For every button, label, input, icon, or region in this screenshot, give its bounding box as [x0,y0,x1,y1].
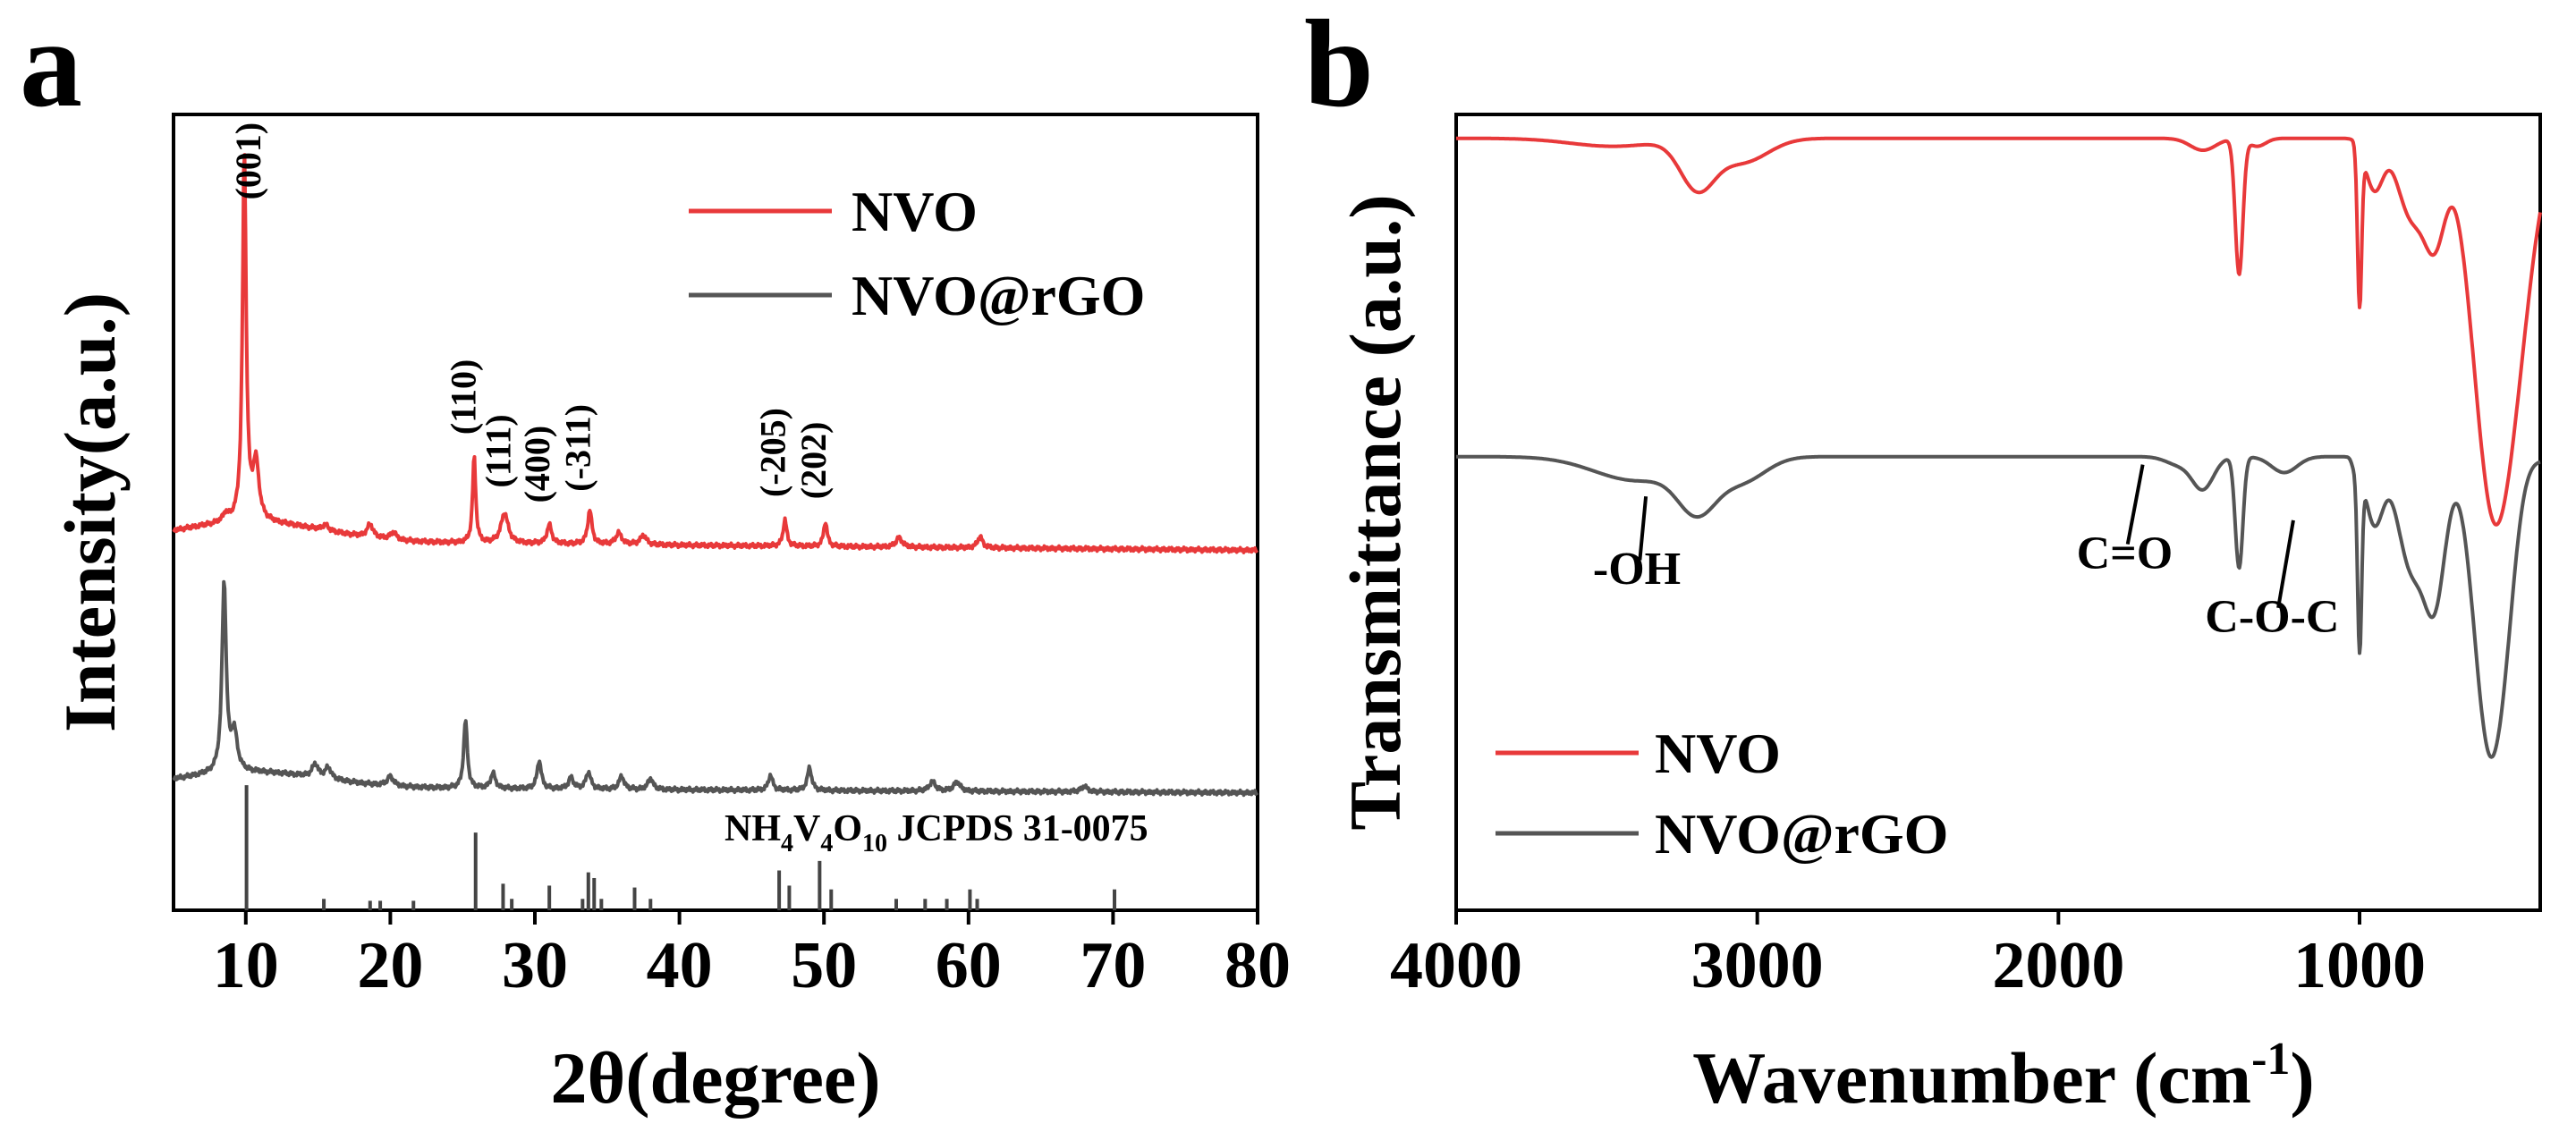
xrd-peak-label: (110) [444,359,484,435]
ftir-series-nvo [1455,136,2542,527]
xrd-peak-label: (-205) [753,408,793,497]
ftir-x-tick-label: 1000 [2293,929,2426,1002]
xrd-x-tick-label: 60 [936,929,1002,1002]
ftir-plot-frame [1454,113,2542,912]
panel-b-label: b [1304,0,1374,133]
ftir-legend-label-nvo: NVO [1655,722,1781,785]
panel-a-label: a [20,0,82,133]
ftir-annotation-pointer [2276,520,2295,609]
ftir-x-tick-label: 4000 [1390,929,1522,1002]
xrd-x-tick-label: 70 [1080,929,1146,1002]
xrd-series-nvo-rgo [172,579,1259,798]
xrd-legend-label-nvo: NVO [852,180,978,243]
xrd-legend: NVO NVO@rGO [689,180,1145,327]
ftir-x-tick-label: 2000 [1992,929,2124,1002]
xrd-chart: 10 20 30 40 50 60 70 80 (001) (110)(111)(400) (-3… [49,113,1291,1119]
xrd-peak-label: (001) [228,122,268,200]
ftir-legend-label-nvo-rgo: NVO@rGO [1655,802,1948,866]
xrd-x-tick-label: 80 [1224,929,1291,1002]
xrd-peak-label: (202) [793,422,834,500]
xrd-plot-frame [172,113,1259,912]
ftir-x-axis-label: Wavenumber (cm-1) [1692,1034,2314,1119]
ftir-annotation-label: -OH [1593,544,1681,595]
xrd-reference-label: NH4V4O10 JCPDS 31-0075 [724,808,1148,857]
xrd-x-tick-label: 40 [647,929,713,1002]
xrd-series-nvo [172,153,1259,554]
ftir-annotation-pointer [1638,496,1648,561]
xrd-x-axis-label: 2θ(degree) [550,1037,880,1119]
xrd-peak-label: (400) [517,426,557,503]
ftir-legend: NVO NVO@rGO [1496,722,1948,866]
xrd-peak-label: (-311) [557,404,597,492]
xrd-x-tick-label: 10 [213,929,279,1002]
xrd-x-tick-label: 20 [357,929,423,1002]
ftir-y-axis-label: Transmittance (a.u.) [1335,194,1416,830]
xrd-y-axis-label: Intensity(a.u.) [49,292,131,732]
ftir-annotation-label: C=O [2077,528,2174,579]
ftir-x-tick-label: 3000 [1691,929,1824,1002]
xrd-x-tick-label: 30 [502,929,568,1002]
ftir-annotation-label: C-O-C [2205,592,2339,643]
xrd-legend-label-nvo-rgo: NVO@rGO [852,264,1145,327]
ftir-annotation-pointer [2125,464,2145,545]
ftir-series-nvo-rgo [1455,454,2541,759]
xrd-x-tick-label: 50 [791,929,857,1002]
ftir-chart: 4000 3000 2000 1000 -OH C=O C-O-C Wavenumber … [1335,113,2542,1119]
xrd-peak-label: (111) [479,414,519,487]
